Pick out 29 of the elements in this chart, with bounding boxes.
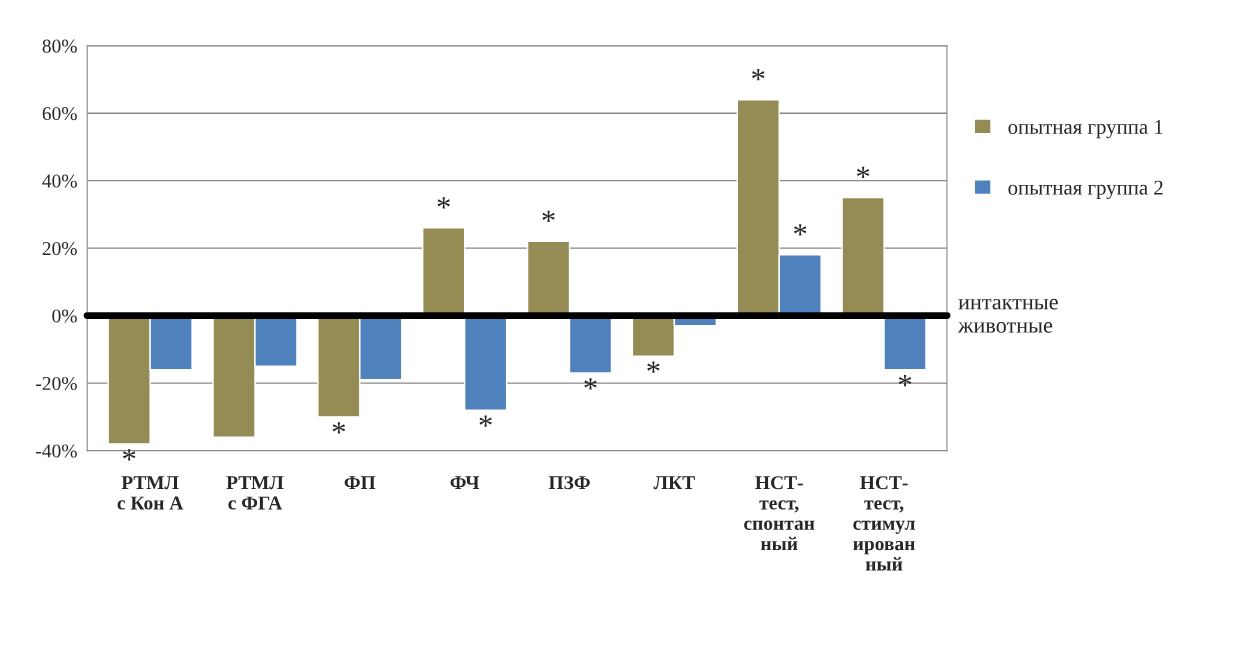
x-tick-label: РТМЛ с Кон А [117,476,184,510]
y-tick-label: 20% [42,241,77,256]
x-tick-label: РТМЛ с ФГА [226,476,284,510]
annotation: * [542,210,555,222]
y-tick-label: -20% [36,376,77,391]
annotation: * [437,197,450,209]
x-tick-label: ЛКТ [653,476,695,490]
annotation: * [123,449,136,461]
annotation: * [332,422,346,434]
annotation: * [856,166,870,179]
annotation: * [479,415,492,427]
x-tick-label: ФЧ [450,476,480,490]
annotation: * [898,374,912,387]
x-tick-label: НСТ- тест, стимул ирован ный [853,476,915,571]
legend-label: опытная группа 1 [1008,119,1163,139]
x-tick-label: ФП [344,476,376,490]
y-tick-label: 80% [42,39,77,53]
y-tick-label: 40% [42,174,77,188]
annotation: * [647,361,660,373]
x-tick-label: ПЗФ [548,476,590,490]
legend-label: опытная группа 2 [1008,180,1163,199]
y-tick-label: -40% [36,444,77,458]
annotation: * [794,224,807,236]
annotation: * [584,378,597,390]
x-tick-label: НСТ- тест, спонтан ный [744,476,815,551]
ref-line-label: интактные животные [957,298,1058,333]
y-tick-label: 0% [52,309,77,323]
annotation: * [752,69,765,81]
y-tick-label: 60% [42,107,77,121]
